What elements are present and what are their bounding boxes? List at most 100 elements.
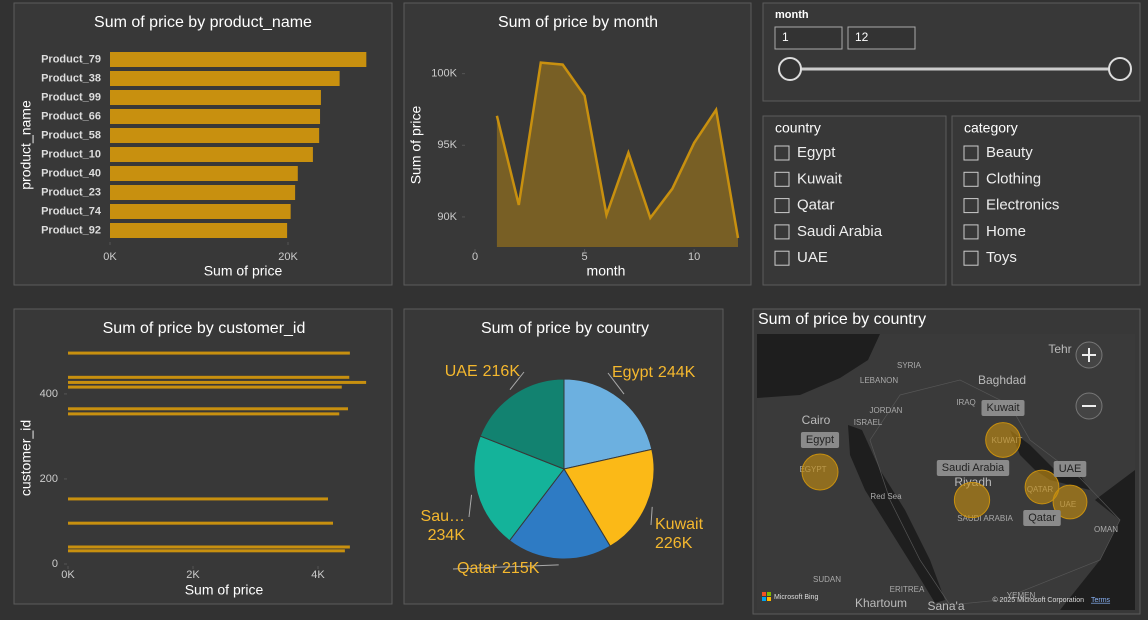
checkbox[interactable] xyxy=(774,171,790,187)
x-axis-label: month xyxy=(587,263,626,279)
category-label: Product_79 xyxy=(41,53,101,65)
place-label: SAUDI ARABIA xyxy=(957,514,1013,523)
slicer-item[interactable]: Home xyxy=(986,223,1026,240)
country-tag: UAE xyxy=(1053,461,1087,477)
slicer-item[interactable]: Saudi Arabia xyxy=(797,223,883,240)
country-tag-box xyxy=(1053,461,1087,477)
category-label: Product_58 xyxy=(41,129,101,141)
slicer-item[interactable]: UAE xyxy=(797,249,828,266)
x-axis-label: Sum of price xyxy=(204,263,283,279)
bubble[interactable] xyxy=(801,453,839,491)
chart-title: Sum of price by country xyxy=(481,320,649,337)
bar xyxy=(110,90,321,105)
leader-line xyxy=(468,494,473,518)
y-tick-label: 0 xyxy=(52,558,58,570)
terms-link[interactable]: Terms xyxy=(1091,597,1111,604)
slicer-item[interactable]: Toys xyxy=(986,249,1017,266)
chart-title: Sum of price by country xyxy=(758,311,926,328)
area xyxy=(496,62,738,247)
y-axis-label: Sum of price xyxy=(408,105,424,184)
country-label: UAE xyxy=(1059,463,1082,475)
bubble[interactable] xyxy=(953,481,991,519)
place-label: SUDAN xyxy=(813,575,841,584)
category-label: Product_66 xyxy=(41,110,101,122)
slicer-item[interactable]: Clothing xyxy=(986,170,1041,187)
bubble[interactable] xyxy=(985,422,1021,458)
checkbox[interactable] xyxy=(774,145,790,161)
place-label: YEMEN xyxy=(1007,591,1036,600)
chart-title: Sum of price by month xyxy=(498,14,658,31)
slicer-title: category xyxy=(964,120,1018,136)
checkbox[interactable] xyxy=(774,224,790,240)
checkbox[interactable] xyxy=(774,198,790,214)
slicer-title: country xyxy=(775,120,821,136)
category-label: Product_10 xyxy=(41,148,101,160)
y-tick-label: 200 xyxy=(40,473,58,485)
pie-slice xyxy=(563,448,655,547)
bar xyxy=(110,147,313,162)
bubble[interactable] xyxy=(1024,469,1060,505)
data-label-category: Egypt xyxy=(612,364,653,381)
zoom-in[interactable] xyxy=(1075,341,1103,369)
checkbox[interactable] xyxy=(963,224,979,240)
sea xyxy=(848,425,945,603)
data-label-value: 215K xyxy=(502,560,540,577)
bar xyxy=(68,385,342,389)
y-tick-label: 90K xyxy=(437,211,457,223)
country-label: Saudi Arabia xyxy=(942,462,1005,474)
data-label: Qatar 215K xyxy=(457,560,540,577)
sea xyxy=(757,334,880,398)
place-label: ISRAEL xyxy=(854,418,883,427)
y-axis-label: customer_id xyxy=(18,420,34,496)
pie-slice xyxy=(473,435,565,542)
category-label: Product_92 xyxy=(41,224,101,236)
y-tick-label: 95K xyxy=(437,139,457,151)
slider-handle[interactable] xyxy=(778,57,802,81)
x-tick-label: 0K xyxy=(61,569,75,581)
category-label: Product_99 xyxy=(41,91,101,103)
place-label: Baghdad xyxy=(978,373,1026,387)
leader-line xyxy=(607,372,625,395)
bar xyxy=(68,521,333,525)
place-label: ERITREA xyxy=(890,585,925,594)
copyright: © 2025 Microsoft Corporation xyxy=(992,596,1084,604)
place-label: Sana'a xyxy=(928,599,965,613)
country-label: Egypt xyxy=(806,434,834,446)
checkbox[interactable] xyxy=(963,145,979,161)
zoom-out[interactable] xyxy=(1075,392,1103,420)
x-tick-label: 4K xyxy=(311,569,325,581)
bubble[interactable] xyxy=(1052,484,1088,520)
bar xyxy=(110,71,340,86)
checkbox[interactable] xyxy=(774,250,790,266)
plus-icon xyxy=(1082,348,1096,362)
bar xyxy=(68,380,367,384)
slicer-item[interactable]: Beauty xyxy=(986,144,1033,161)
place-label: Red Sea xyxy=(870,492,902,501)
slicer-item[interactable]: Kuwait xyxy=(797,170,843,187)
country-tag-box xyxy=(800,432,840,448)
x-tick-label: 0 xyxy=(472,251,478,263)
checkbox[interactable] xyxy=(963,250,979,266)
place-label: Tehr xyxy=(1048,342,1071,356)
range-input[interactable] xyxy=(774,26,843,50)
checkbox[interactable] xyxy=(963,198,979,214)
country-label: Kuwait xyxy=(986,402,1019,414)
bar xyxy=(110,166,298,181)
category-label: Product_40 xyxy=(41,167,101,179)
slider-handle[interactable] xyxy=(1108,57,1132,81)
x-tick-label: 0K xyxy=(103,251,117,263)
data-label-value: 244K xyxy=(658,364,696,381)
x-axis-label: Sum of price xyxy=(185,582,264,598)
checkbox[interactable] xyxy=(963,171,979,187)
range-input[interactable] xyxy=(847,26,916,50)
x-tick-label: 2K xyxy=(186,569,200,581)
slicer-item[interactable]: Qatar xyxy=(797,197,835,214)
slicer-item[interactable]: Egypt xyxy=(797,144,836,161)
bar xyxy=(68,549,345,553)
slicer-item[interactable]: Electronics xyxy=(986,197,1059,214)
country-tag-box xyxy=(936,460,1010,476)
bar xyxy=(110,128,320,143)
country-tag: Egypt xyxy=(800,432,840,448)
country-label: Qatar xyxy=(1028,512,1056,524)
country-tag-box xyxy=(1023,510,1061,526)
